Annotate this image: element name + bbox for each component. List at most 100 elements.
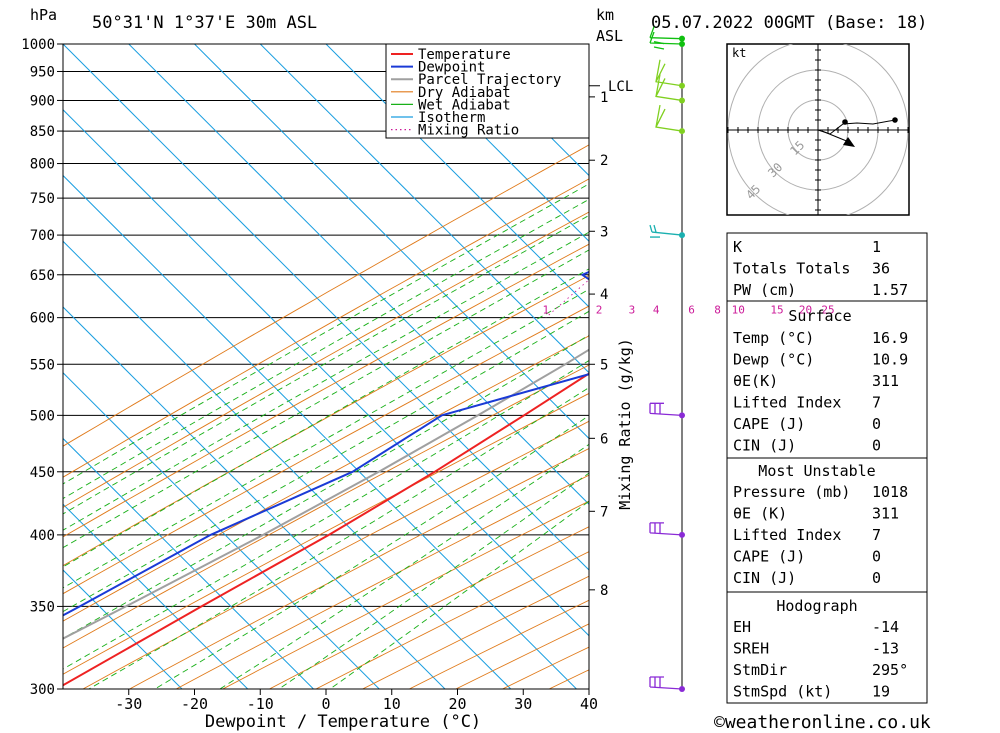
indices-table: K 1 Totals Totals 36 PW (cm) 1.57 Surface Temp … — [726, 232, 928, 704]
wind-profile — [649, 26, 685, 692]
most-unstable-value: 1018 — [872, 483, 908, 501]
surface-value: 0 — [872, 415, 881, 433]
wet-adiabat-line — [88, 387, 589, 689]
y-tick-label: 850 — [30, 124, 55, 140]
hodograph-stat-label: StmDir — [733, 661, 787, 679]
isotherm-line — [457, 44, 589, 177]
wind-barb — [655, 59, 685, 89]
mixing-ratio-label: 1 — [542, 304, 549, 317]
wind-barb — [649, 522, 685, 538]
surface-value: 311 — [872, 372, 899, 390]
dry-adiabat-line — [129, 447, 589, 689]
legend-label: Temperature — [418, 47, 511, 63]
hodograph-stat-label: SREH — [733, 640, 769, 658]
legend-label: Wet Adiabat — [418, 97, 511, 113]
datetime-label: 05.07.2022 00GMT (Base: 18) — [651, 13, 927, 33]
most-unstable-title: Most Unstable — [758, 462, 875, 480]
wet-adiabat-line — [278, 472, 589, 689]
isotherm-line — [194, 44, 589, 440]
mixing-ratio-label: 8 — [714, 304, 721, 317]
legend-label: Mixing Ratio — [418, 123, 519, 139]
mixing-ratio-label: 4 — [653, 304, 660, 317]
wind-barb — [649, 402, 685, 419]
mixing-ratio-label: 25 — [821, 304, 834, 317]
surface-label: CIN (J) — [733, 437, 796, 455]
surface-label: Lifted Index — [733, 394, 841, 412]
most-unstable-label: Pressure (mb) — [733, 483, 850, 501]
mixing-ratio-label: 20 — [799, 304, 812, 317]
storm-motion-line — [821, 130, 850, 143]
isotherm-line — [63, 44, 589, 571]
isotherm-line — [63, 109, 589, 637]
surface-label: Dewp (°C) — [733, 351, 814, 369]
isotherm-line — [63, 174, 577, 689]
y-tick-label: 500 — [30, 408, 55, 424]
most-unstable-value: 311 — [872, 505, 899, 523]
index-value: 1 — [872, 238, 881, 256]
wind-barb — [649, 676, 685, 692]
y-tick-label: 450 — [30, 465, 55, 481]
most-unstable-label: CIN (J) — [733, 569, 796, 587]
most-unstable-value: 0 — [872, 569, 881, 587]
mixing-ratio-axis-title: Mixing Ratio (g/kg) — [616, 338, 634, 510]
legend-label: Dry Adiabat — [418, 85, 511, 101]
x-tick-label: 40 — [580, 695, 598, 713]
km-tick-label: 8 — [600, 583, 608, 599]
mixing-ratio-label: 3 — [629, 304, 636, 317]
dry-adiabat-line — [63, 275, 589, 567]
dry-adiabat-line — [63, 211, 589, 508]
isotherm-line — [63, 437, 314, 689]
y-tick-label: 950 — [30, 64, 55, 80]
isotherm-line — [63, 503, 249, 689]
dry-adiabat-line — [63, 364, 589, 649]
surface-title: Surface — [788, 307, 851, 325]
isotherm-line — [259, 44, 589, 374]
lcl-label: LCL — [608, 79, 633, 95]
hodograph-stat-value: 295° — [872, 661, 908, 679]
index-value: 1.57 — [872, 281, 908, 299]
hodograph-stats-box — [726, 591, 928, 704]
parcel-trajectory-trace — [63, 348, 589, 640]
x-tick-label: 10 — [383, 695, 401, 713]
wind-barb — [649, 26, 685, 45]
hodograph-stat-value: -14 — [872, 618, 899, 636]
index-label: Totals Totals — [733, 260, 850, 278]
hodograph-point-low — [842, 119, 848, 125]
mixing-ratio-label: 2 — [596, 304, 603, 317]
storm-motion-arrow — [843, 137, 855, 147]
skewt-plot-area: 1 2 3 4 6 8 10 15 20 25 3003504004505005506006507… — [21, 37, 834, 713]
isotherm-line — [63, 372, 380, 689]
x-tick-label: 0 — [321, 695, 330, 713]
wet-adiabat-line — [63, 183, 589, 485]
y-tick-label: 350 — [30, 599, 55, 615]
km-tick-label: 4 — [600, 287, 608, 303]
dry-adiabat-line — [63, 178, 589, 478]
x-tick-label: 20 — [448, 695, 466, 713]
km-tick-label: 2 — [600, 153, 608, 169]
y-tick-label: 650 — [30, 268, 55, 284]
wind-barb — [655, 104, 685, 135]
y-tick-label: 550 — [30, 357, 55, 373]
wet-adiabat-line — [63, 249, 589, 549]
mixing-ratio-label: 6 — [688, 304, 695, 317]
most-unstable-label: θE (K) — [733, 505, 787, 523]
plot-frame — [62, 43, 590, 690]
legend-label: Isotherm — [418, 110, 485, 126]
y-tick-label: 300 — [30, 682, 55, 698]
isotherm-line — [63, 569, 183, 689]
legend-label: Parcel Trajectory — [418, 72, 561, 88]
x-axis-title: Dewpoint / Temperature (°C) — [205, 712, 481, 732]
wet-adiabat-line — [63, 268, 589, 568]
x-tick-label: -20 — [181, 695, 208, 713]
pressure-unit-label: hPa — [30, 6, 57, 24]
y-tick-label: 700 — [30, 228, 55, 244]
km-tick-label: 3 — [600, 224, 608, 240]
surface-value: 7 — [872, 394, 881, 412]
most-unstable-label: CAPE (J) — [733, 548, 805, 566]
x-tick-label: -10 — [247, 695, 274, 713]
dry-adiabat-line — [63, 305, 589, 595]
wet-adiabat-line — [63, 198, 589, 500]
surface-value: 0 — [872, 437, 881, 455]
y-tick-label: 750 — [30, 191, 55, 207]
dry-adiabat-line — [175, 474, 589, 689]
